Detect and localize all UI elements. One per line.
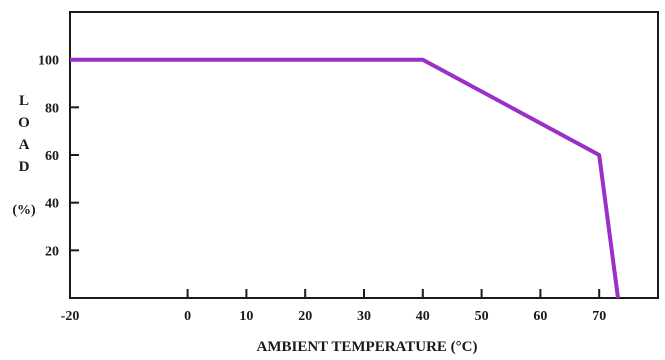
y-tick-label: 60	[45, 149, 59, 164]
x-tick-label: 40	[416, 309, 430, 324]
x-tick-label: 30	[357, 309, 371, 324]
x-axis-label: AMBIENT TEMPERATURE (°C)	[256, 339, 477, 355]
y-tick-label: 80	[45, 101, 59, 116]
x-tick-label: 10	[239, 309, 253, 324]
x-tick-label: -20	[61, 309, 80, 324]
plot-frame	[69, 11, 659, 299]
y-axis-title-letter: L	[19, 93, 29, 109]
x-axis-ticks: -20 0 10 20 30 40 50 60 70	[61, 289, 606, 324]
y-axis-title-letter: D	[19, 159, 30, 175]
x-tick-label: 60	[533, 309, 547, 324]
x-tick-label: 0	[184, 309, 191, 324]
y-tick-label: 40	[45, 197, 59, 212]
y-axis-ticks: 20 40 60 80 100	[38, 54, 79, 259]
x-tick-label: 20	[298, 309, 312, 324]
y-axis-title-letter: O	[18, 115, 30, 131]
y-tick-label: 100	[38, 54, 59, 69]
x-tick-label: 50	[475, 309, 489, 324]
y-tick-label: 20	[45, 244, 59, 259]
x-tick-label: 70	[592, 309, 606, 324]
series-group	[70, 57, 620, 299]
y-axis-title-letter: A	[19, 137, 30, 153]
y-axis-unit-label: (%)	[12, 203, 36, 218]
series-line	[70, 57, 620, 299]
